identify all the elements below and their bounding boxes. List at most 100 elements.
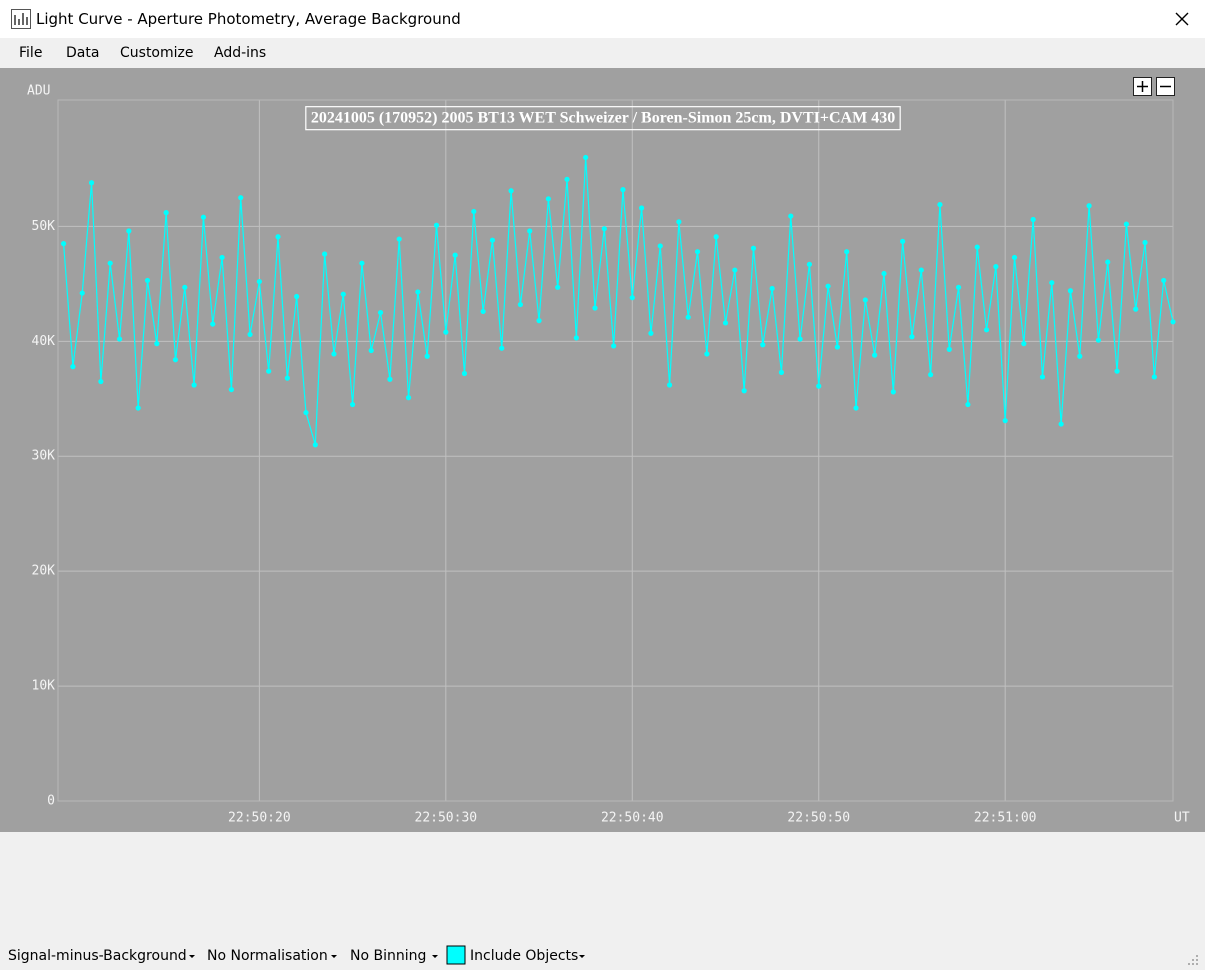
y-tick-label: 30K bbox=[32, 449, 56, 464]
chart-background bbox=[0, 68, 1205, 832]
data-point bbox=[657, 243, 663, 249]
data-point bbox=[1151, 374, 1157, 380]
data-point bbox=[517, 301, 524, 308]
zoom-out[interactable] bbox=[1156, 77, 1175, 96]
menu-item[interactable]: File bbox=[19, 45, 43, 61]
data-point bbox=[583, 154, 589, 161]
x-tick-label: 22:50:50 bbox=[787, 811, 850, 826]
data-point bbox=[405, 395, 412, 401]
data-point bbox=[1049, 280, 1055, 286]
data-point bbox=[266, 368, 272, 374]
data-point bbox=[862, 297, 868, 303]
objects-dropdown[interactable]: Include Objects bbox=[470, 948, 579, 964]
data-point bbox=[1039, 374, 1046, 380]
data-point bbox=[1011, 254, 1018, 261]
data-point bbox=[303, 409, 309, 416]
close-button[interactable] bbox=[1175, 12, 1189, 26]
data-point bbox=[144, 277, 151, 284]
data-point bbox=[536, 318, 542, 324]
signal-dropdown[interactable]: Signal-minus-Background bbox=[8, 948, 187, 964]
data-point bbox=[555, 284, 561, 290]
x-tick-label: 22:50:30 bbox=[415, 811, 478, 826]
y-tick-label: 20K bbox=[32, 564, 56, 579]
data-point bbox=[974, 244, 980, 250]
data-point bbox=[639, 205, 645, 211]
data-point bbox=[741, 388, 747, 394]
data-point bbox=[629, 295, 635, 301]
data-point bbox=[928, 372, 934, 378]
data-point bbox=[993, 264, 999, 270]
menu-item[interactable]: Customize bbox=[120, 45, 194, 61]
data-point bbox=[368, 347, 374, 354]
series-line bbox=[62, 157, 1174, 445]
data-point bbox=[1133, 306, 1139, 312]
data-point bbox=[433, 222, 440, 228]
app-icon bbox=[11, 9, 31, 29]
data-point bbox=[918, 267, 924, 273]
data-point bbox=[107, 260, 113, 266]
data-point bbox=[415, 289, 421, 295]
binning-dropdown[interactable]: No Binning bbox=[350, 948, 427, 964]
y-tick-label: 40K bbox=[32, 334, 56, 349]
data-point bbox=[116, 336, 123, 342]
data-point bbox=[200, 214, 207, 220]
window-title: Light Curve - Aperture Photometry, Avera… bbox=[36, 10, 461, 28]
data-point bbox=[806, 261, 813, 267]
dropdown-arrows bbox=[189, 955, 1198, 965]
data-point bbox=[881, 270, 887, 277]
data-point bbox=[666, 382, 673, 388]
data-point bbox=[713, 234, 719, 240]
data-point bbox=[396, 236, 402, 242]
y-tick-label: 0 bbox=[47, 794, 55, 809]
menu-item[interactable]: Data bbox=[66, 45, 100, 61]
data-point bbox=[620, 187, 626, 193]
data-point bbox=[890, 389, 896, 395]
data-point bbox=[937, 201, 943, 208]
data-point bbox=[1021, 341, 1027, 347]
data-point bbox=[182, 284, 188, 290]
data-point bbox=[499, 345, 505, 351]
data-point bbox=[126, 228, 132, 234]
data-point bbox=[685, 314, 691, 320]
normalisation-dropdown[interactable]: No Normalisation bbox=[207, 948, 328, 964]
title-bar: Light Curve - Aperture Photometry, Avera… bbox=[0, 0, 1205, 38]
data-point bbox=[694, 249, 701, 255]
data-point bbox=[853, 405, 859, 411]
data-point bbox=[294, 293, 300, 300]
data-point bbox=[247, 331, 253, 338]
data-point bbox=[946, 346, 952, 352]
zoom-in[interactable] bbox=[1133, 77, 1152, 96]
data-point bbox=[452, 252, 458, 258]
status-bar: Signal-minus-Background No Normalisation… bbox=[0, 940, 1205, 970]
x-axis-label: UT bbox=[1174, 811, 1190, 826]
data-point bbox=[769, 285, 775, 292]
data-point bbox=[965, 401, 971, 408]
data-point bbox=[219, 254, 225, 261]
data-point bbox=[387, 376, 393, 382]
data-point bbox=[508, 188, 514, 194]
data-point bbox=[191, 382, 197, 388]
data-point bbox=[1058, 421, 1064, 427]
color-swatch[interactable] bbox=[446, 945, 466, 965]
data-point bbox=[256, 278, 262, 285]
data-point bbox=[955, 284, 962, 290]
data-point bbox=[611, 343, 617, 349]
y-tick-label: 50K bbox=[32, 219, 56, 234]
data-point bbox=[377, 309, 384, 316]
data-point bbox=[349, 401, 356, 408]
data-point bbox=[1030, 216, 1036, 223]
menu-item[interactable]: Add-ins bbox=[214, 45, 267, 61]
data-point bbox=[1105, 259, 1111, 265]
data-point bbox=[172, 357, 179, 363]
data-point bbox=[601, 226, 607, 232]
data-point bbox=[163, 210, 169, 216]
x-tick-label: 22:50:40 bbox=[601, 811, 664, 826]
data-point bbox=[872, 352, 878, 358]
data-point bbox=[592, 305, 598, 311]
data-point bbox=[676, 219, 682, 225]
data-point bbox=[489, 237, 496, 243]
data-point bbox=[750, 245, 757, 251]
data-point bbox=[284, 375, 290, 381]
data-point bbox=[1002, 418, 1008, 424]
